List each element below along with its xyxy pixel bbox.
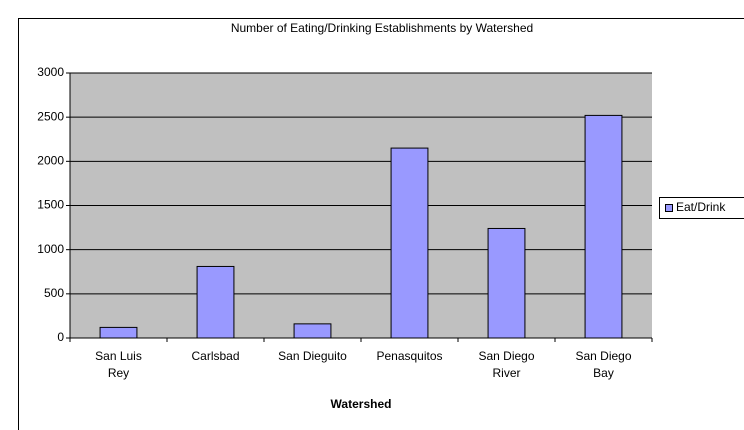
x-tick-label: Carlsbad	[191, 349, 239, 363]
bar	[584, 114, 623, 339]
bar	[390, 147, 429, 339]
y-tick-label: 2000	[37, 154, 64, 168]
legend-swatch	[665, 204, 673, 212]
y-tick-label: 1000	[37, 242, 64, 256]
x-tick-label: San Diego Bay	[575, 349, 631, 380]
x-tick-label: San Diego River	[478, 349, 534, 380]
x-axis-title: Watershed	[331, 397, 392, 411]
y-tick-label: 0	[57, 330, 64, 344]
bar	[487, 227, 526, 339]
bar	[293, 323, 332, 339]
legend-label: Eat/Drink	[676, 200, 726, 214]
bar	[196, 265, 235, 339]
y-tick-label: 2500	[37, 109, 64, 123]
x-tick-label: San Dieguito	[278, 349, 347, 363]
bar	[99, 326, 138, 339]
x-tick-label: San Luis Rey	[95, 349, 142, 380]
y-tick-label: 1500	[37, 198, 64, 212]
y-tick-label: 3000	[37, 65, 64, 79]
x-tick-label: Penasquitos	[376, 349, 442, 363]
chart-title: Number of Eating/Drinking Establishments…	[231, 21, 533, 35]
legend-box	[659, 197, 744, 219]
y-tick-label: 500	[44, 286, 64, 300]
